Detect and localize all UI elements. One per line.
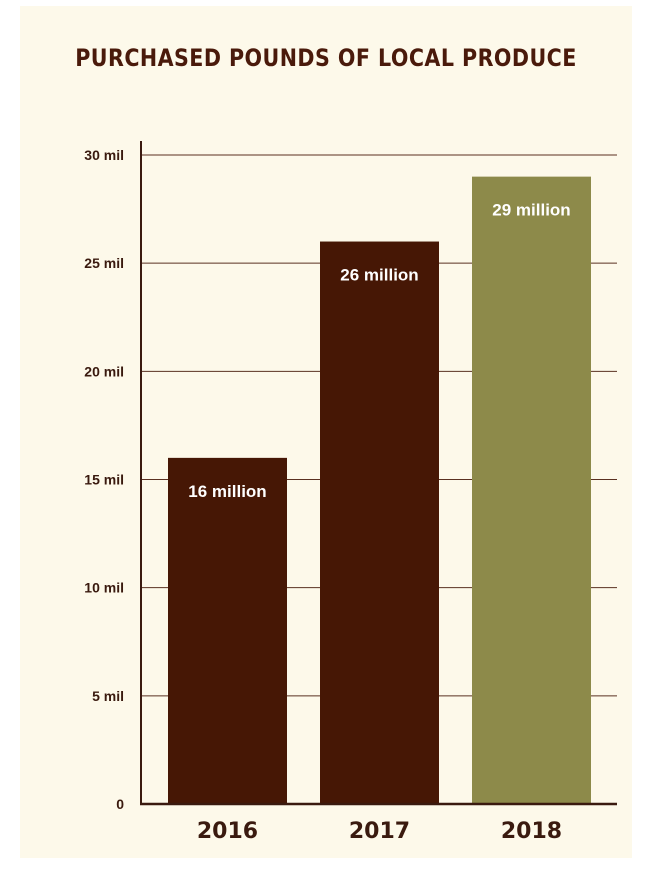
bar-2017 — [320, 241, 439, 805]
y-tick-label: 30 mil — [84, 147, 124, 163]
x-tick-label-2018: 2018 — [501, 819, 562, 844]
y-axis-tick-labels: 0 5 mil 10 mil 15 mil 20 mil 25 mil 30 mil — [84, 147, 124, 812]
bar-2016 — [168, 457, 287, 804]
x-axis-tick-labels: 2016 2017 2018 — [197, 819, 562, 844]
axes — [140, 141, 617, 806]
y-tick-label: 15 mil — [84, 472, 124, 488]
data-label-2018: 29 million — [492, 201, 570, 220]
bars — [168, 176, 591, 805]
chart-title: PURCHASED POUNDS OF LOCAL PRODUCE — [75, 44, 577, 72]
bar-2018 — [472, 176, 591, 805]
data-label-2016: 16 million — [188, 482, 266, 501]
data-label-2017: 26 million — [340, 266, 418, 285]
y-tick-label: 10 mil — [84, 580, 124, 596]
y-tick-label: 20 mil — [84, 363, 124, 379]
x-tick-label-2016: 2016 — [197, 819, 258, 844]
x-tick-label-2017: 2017 — [349, 819, 410, 844]
data-labels: 16 million 26 million 29 million — [188, 201, 570, 501]
y-tick-label: 5 mil — [92, 688, 124, 704]
y-tick-label: 0 — [116, 796, 124, 812]
y-tick-label: 25 mil — [84, 255, 124, 271]
